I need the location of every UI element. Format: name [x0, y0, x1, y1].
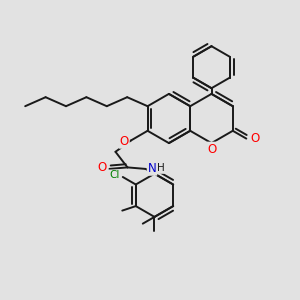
- Text: O: O: [120, 135, 129, 148]
- Text: O: O: [98, 161, 106, 174]
- Text: O: O: [250, 131, 259, 145]
- Text: Cl: Cl: [109, 170, 120, 181]
- Text: H: H: [157, 163, 164, 173]
- Text: N: N: [148, 162, 157, 175]
- Text: O: O: [208, 142, 217, 156]
